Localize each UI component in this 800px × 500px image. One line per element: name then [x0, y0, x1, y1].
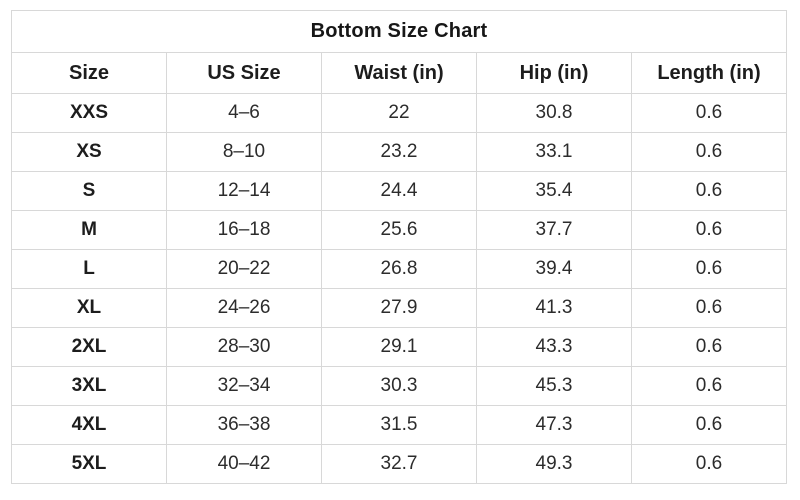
table-cell: 0.6 [630, 444, 788, 484]
header-cell: US Size [166, 52, 322, 94]
table-cell: 26.8 [321, 249, 477, 289]
table-cell: 27.9 [321, 288, 477, 328]
size-chart-table: Bottom Size Chart Size US Size Waist (in) H… [10, 10, 788, 484]
table-cell: 39.4 [476, 249, 632, 289]
table-cell: 49.3 [476, 444, 632, 484]
table-cell: 0.6 [630, 93, 788, 133]
table-cell: 12–14 [166, 171, 322, 211]
table-cell: 25.6 [321, 210, 477, 250]
table-cell: L [11, 249, 167, 289]
header-cell: Waist (in) [321, 52, 477, 94]
table-cell: 5XL [11, 444, 167, 484]
table-cell: 45.3 [476, 366, 632, 406]
table-cell: 3XL [11, 366, 167, 406]
table-cell: 0.6 [630, 366, 788, 406]
table-row: M 16–18 25.6 37.7 0.6 [11, 210, 788, 250]
table-cell: 37.7 [476, 210, 632, 250]
table-cell: 32.7 [321, 444, 477, 484]
table-cell: 22 [321, 93, 477, 133]
header-row: Size US Size Waist (in) Hip (in) Length (in) [11, 52, 788, 94]
table-cell: M [11, 210, 167, 250]
table-cell: 30.3 [321, 366, 477, 406]
table-row: XL 24–26 27.9 41.3 0.6 [11, 288, 788, 328]
table-cell: 30.8 [476, 93, 632, 133]
table-cell: 40–42 [166, 444, 322, 484]
table-cell: 36–38 [166, 405, 322, 445]
table-cell: 20–22 [166, 249, 322, 289]
table-row: 5XL 40–42 32.7 49.3 0.6 [11, 444, 788, 484]
table-row: L 20–22 26.8 39.4 0.6 [11, 249, 788, 289]
table-cell: 16–18 [166, 210, 322, 250]
table-cell: XXS [11, 93, 167, 133]
table-cell: 35.4 [476, 171, 632, 211]
table-title-row: Bottom Size Chart [10, 10, 788, 53]
table-row: 4XL 36–38 31.5 47.3 0.6 [11, 405, 788, 445]
table-row: S 12–14 24.4 35.4 0.6 [11, 171, 788, 211]
table-body: XXS 4–6 22 30.8 0.6 XS 8–10 23.2 33.1 0.6 S 12–14 24… [11, 93, 788, 484]
table-cell: 28–30 [166, 327, 322, 367]
table-cell: 0.6 [630, 405, 788, 445]
table-cell: 24–26 [166, 288, 322, 328]
table-cell: 43.3 [476, 327, 632, 367]
table-cell: 0.6 [630, 171, 788, 211]
table-cell: S [11, 171, 167, 211]
table-cell: 0.6 [630, 249, 788, 289]
table-row: 3XL 32–34 30.3 45.3 0.6 [11, 366, 788, 406]
table-row: 2XL 28–30 29.1 43.3 0.6 [11, 327, 788, 367]
table-cell: 4XL [11, 405, 167, 445]
header-cell: Length (in) [630, 52, 788, 94]
table-cell: 0.6 [630, 210, 788, 250]
table-cell: 2XL [11, 327, 167, 367]
table-row: XXS 4–6 22 30.8 0.6 [11, 93, 788, 133]
header-cell: Hip (in) [476, 52, 632, 94]
table-title: Bottom Size Chart [10, 10, 788, 53]
table-cell: 32–34 [166, 366, 322, 406]
table-row: XS 8–10 23.2 33.1 0.6 [11, 132, 788, 172]
table-cell: 0.6 [630, 288, 788, 328]
table-cell: 41.3 [476, 288, 632, 328]
table-cell: 29.1 [321, 327, 477, 367]
table-cell: 0.6 [630, 132, 788, 172]
table-cell: 31.5 [321, 405, 477, 445]
table-cell: XS [11, 132, 167, 172]
table-cell: 23.2 [321, 132, 477, 172]
table-cell: 24.4 [321, 171, 477, 211]
table-cell: 8–10 [166, 132, 322, 172]
table-cell: 33.1 [476, 132, 632, 172]
size-chart-container: Bottom Size Chart Size US Size Waist (in) H… [10, 10, 788, 484]
table-cell: 4–6 [166, 93, 322, 133]
header-cell: Size [11, 52, 167, 94]
table-cell: 47.3 [476, 405, 632, 445]
table-cell: XL [11, 288, 167, 328]
table-cell: 0.6 [630, 327, 788, 367]
